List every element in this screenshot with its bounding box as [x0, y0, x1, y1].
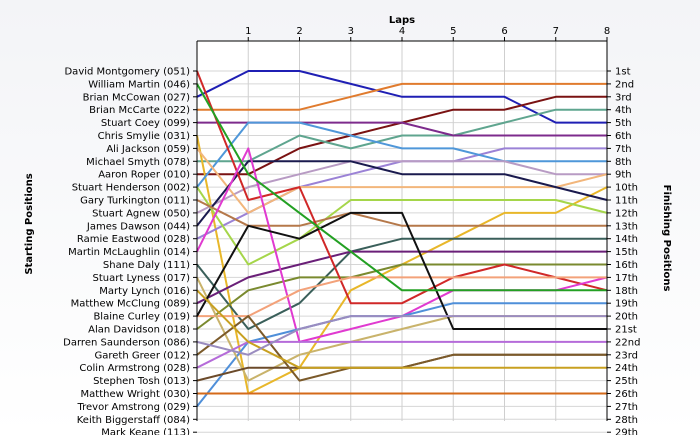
x-axis-title: Laps	[389, 15, 415, 26]
series-line	[196, 289, 607, 369]
starting-position-label: Stuart Coey (099)	[101, 118, 190, 129]
starting-position-label: Gareth Greer (012)	[95, 350, 191, 361]
starting-position-label: Aaron Roper (010)	[98, 170, 190, 181]
series-line	[197, 108, 607, 163]
series-line	[197, 82, 607, 111]
starting-position-label: Mark Keane (113)	[101, 428, 190, 435]
finishing-position-label: 7th	[615, 144, 632, 155]
finishing-position-label: 27th	[615, 402, 638, 413]
starting-position-label: Marty Lynch (016)	[99, 286, 190, 297]
starting-position-label: James Dawson (044)	[86, 221, 190, 232]
finishing-position-label: 19th	[615, 299, 638, 310]
series-line	[196, 237, 607, 330]
left-axis-title: Starting Positions	[24, 173, 35, 274]
finishing-position-label: 5th	[615, 118, 632, 129]
starting-position-label: Stuart Lyness (017)	[93, 273, 191, 284]
series-line	[196, 199, 607, 227]
finishing-position-label: 11th	[615, 196, 638, 207]
finishing-position-label: 6th	[615, 131, 632, 142]
starting-position-label: Trevor Amstrong (029)	[77, 402, 191, 413]
series-line	[196, 83, 607, 292]
starting-position-label: Chris Smylie (031)	[98, 131, 190, 142]
finishing-position-label: 8th	[615, 157, 632, 168]
plot-frame	[193, 37, 611, 433]
finishing-position-label: 15th	[615, 247, 638, 258]
starting-position-label: Alan Davidson (018)	[88, 325, 190, 336]
lap-tick-label: 1	[245, 26, 251, 37]
series-line	[196, 160, 608, 227]
starting-position-label: Stuart Henderson (002)	[72, 183, 190, 194]
starting-position-label: Blaine Curley (019)	[93, 312, 190, 323]
starting-position-label: Ramie Eastwood (028)	[77, 234, 190, 245]
finishing-position-label: 9th	[615, 170, 632, 181]
starting-position-label: Darren Saunderson (086)	[63, 337, 190, 348]
lap-tick-label: 7	[553, 26, 559, 37]
series-line	[196, 263, 607, 330]
starting-position-label: Martin McLaughlin (014)	[68, 247, 190, 258]
starting-position-label: Shane Daly (111)	[103, 260, 190, 271]
finishing-position-label: 2nd	[615, 79, 634, 90]
finishing-position-label: 22nd	[615, 337, 640, 348]
finishing-position-label: 4th	[615, 105, 632, 116]
lap-tick-label: 5	[450, 26, 456, 37]
finishing-position-label: 10th	[615, 183, 638, 194]
finishing-position-label: 28th	[615, 415, 638, 426]
lap-tick-label: 8	[604, 26, 610, 37]
finishing-position-label: 3rd	[615, 92, 632, 103]
starting-position-label: Matthew Wright (030)	[81, 389, 191, 400]
series-lines	[196, 70, 608, 408]
finishing-position-label: 23rd	[615, 350, 638, 361]
starting-position-labels: David Montgomery (051)William Martin (04…	[63, 67, 190, 435]
starting-position-label: Michael Smyth (078)	[86, 157, 190, 168]
finishing-position-label: 14th	[615, 234, 638, 245]
starting-position-label: David Montgomery (051)	[64, 67, 190, 78]
finishing-position-label: 1st	[615, 67, 631, 78]
lap-tick-labels: 1 2 3 4 5 6 7 8	[245, 26, 610, 37]
series-line	[196, 147, 608, 214]
finishing-position-label: 24th	[615, 363, 638, 374]
series-line	[196, 160, 607, 214]
finishing-position-label: 29th	[615, 428, 638, 435]
finishing-position-label: 26th	[615, 389, 638, 400]
lap-tick-label: 4	[399, 26, 405, 37]
series-line	[196, 250, 607, 305]
starting-position-label: Keith Biggerstaff (084)	[77, 415, 190, 426]
series-line	[196, 121, 607, 188]
finishing-position-label: 17th	[615, 273, 638, 284]
starting-position-label: William Martin (046)	[88, 79, 190, 90]
finishing-position-label: 25th	[615, 376, 638, 387]
series-line	[196, 211, 607, 330]
starting-position-label: Brian McCarte (022)	[89, 105, 190, 116]
finishing-position-label: 21st	[615, 325, 637, 336]
starting-position-label: Ali Jackson (059)	[106, 144, 190, 155]
finishing-position-label: 20th	[615, 312, 638, 323]
series-line	[197, 276, 607, 318]
series-line	[196, 186, 608, 266]
finishing-position-label: 16th	[615, 260, 638, 271]
starting-position-label: Colin Armstrong (028)	[79, 363, 190, 374]
finishing-position-label: 18th	[615, 286, 638, 297]
starting-position-label: Gary Turkington (011)	[80, 196, 190, 207]
finishing-position-label: 13th	[615, 221, 638, 232]
lap-tick-label: 2	[296, 26, 302, 37]
starting-position-label: Stephen Tosh (013)	[93, 376, 190, 387]
series-line	[196, 315, 607, 356]
series-line	[196, 340, 607, 369]
series-line	[196, 70, 608, 305]
right-axis-title: Finishing Positions	[661, 185, 672, 292]
starting-position-label: Brian McCowan (027)	[83, 92, 190, 103]
lap-tick-label: 3	[348, 26, 354, 37]
finishing-position-label: 12th	[615, 208, 638, 219]
starting-position-label: Stuart Agnew (050)	[92, 208, 190, 219]
lap-tick-label: 6	[501, 26, 507, 37]
starting-position-label: Matthew McClung (089)	[71, 299, 191, 310]
